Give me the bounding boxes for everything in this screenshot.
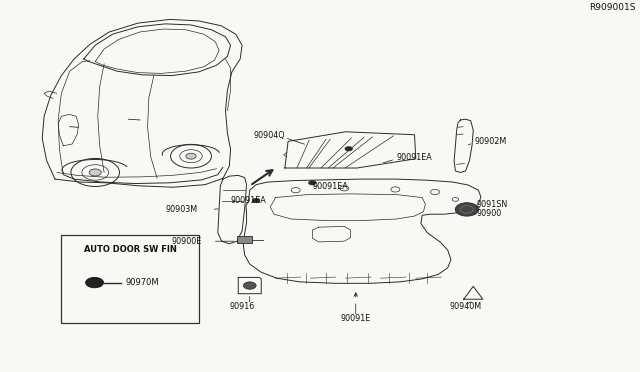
- Text: 90091EA: 90091EA: [230, 196, 266, 205]
- Circle shape: [243, 282, 256, 289]
- Text: 90091E: 90091E: [340, 314, 371, 323]
- Circle shape: [456, 203, 478, 216]
- Circle shape: [345, 147, 353, 151]
- Circle shape: [252, 198, 260, 203]
- Text: 90916: 90916: [230, 302, 255, 311]
- Text: 90902M: 90902M: [474, 137, 507, 146]
- Text: 9091SN: 9091SN: [476, 200, 508, 209]
- Text: 90900E: 90900E: [172, 237, 202, 246]
- Text: 90091EA: 90091EA: [397, 153, 433, 162]
- Text: 90903M: 90903M: [166, 205, 198, 214]
- Text: R909001S: R909001S: [589, 3, 636, 12]
- Bar: [237, 236, 252, 243]
- Circle shape: [308, 180, 316, 185]
- Text: AUTO DOOR SW FIN: AUTO DOOR SW FIN: [84, 245, 177, 254]
- Text: 90900: 90900: [476, 209, 502, 218]
- Circle shape: [89, 169, 101, 176]
- Text: 90091EA: 90091EA: [312, 182, 348, 191]
- Bar: [61, 234, 198, 323]
- Text: 90904Q: 90904Q: [253, 131, 285, 140]
- Circle shape: [186, 153, 196, 159]
- Text: 90970M: 90970M: [125, 278, 159, 287]
- Circle shape: [86, 278, 104, 288]
- Text: 90940M: 90940M: [449, 302, 482, 311]
